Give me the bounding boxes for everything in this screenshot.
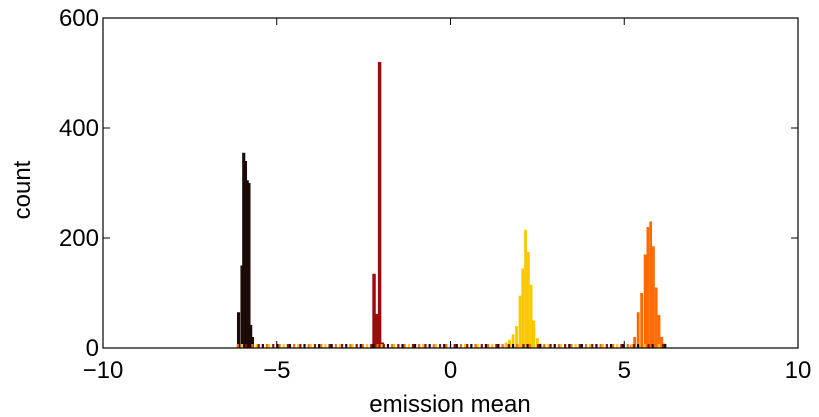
histogram-bar [236, 312, 241, 348]
histogram-bar [250, 337, 254, 348]
histogram-bar [636, 312, 640, 348]
histogram-bar [508, 339, 511, 348]
y-axis-ticks: 0 200 400 600 [59, 5, 798, 362]
histogram-bar [243, 161, 248, 348]
x-tick-label: 10 [785, 357, 812, 384]
x-axis-label: emission mean [369, 391, 530, 417]
y-tick-label: 0 [86, 335, 99, 362]
y-tick-label: 600 [59, 5, 99, 32]
y-axis-label: count [9, 160, 36, 219]
histogram-bar [532, 320, 536, 348]
histogram-bar [521, 268, 525, 348]
y-tick-label: 400 [59, 115, 99, 142]
y-tick-label: 200 [59, 225, 99, 252]
histogram-bar [654, 287, 658, 348]
x-tick-label: 0 [444, 357, 457, 384]
x-axis-ticks: −10 −5 0 5 10 [83, 18, 812, 384]
histogram-bar [511, 334, 515, 348]
histogram-bar [375, 313, 379, 348]
x-tick-label: −5 [263, 357, 290, 384]
histogram-bar [526, 251, 530, 348]
histogram-bar [242, 152, 246, 348]
histogram-bar [518, 295, 522, 348]
histogram-bar [240, 265, 244, 348]
histogram-bar [643, 254, 647, 348]
plot-background [103, 18, 798, 348]
histogram-bar [633, 337, 637, 348]
histogram-bar [652, 246, 655, 348]
histogram-bar [515, 326, 518, 348]
histogram-bar [649, 221, 653, 348]
histogram-bar [247, 183, 251, 348]
histogram-bar [249, 324, 253, 348]
histogram-bar [657, 315, 661, 348]
x-tick-label: 5 [618, 357, 631, 384]
histogram-bar [377, 62, 382, 348]
histogram-bar [529, 284, 533, 348]
histogram-bar [535, 338, 539, 348]
x-tick-label: −10 [83, 357, 124, 384]
histogram-bar [660, 337, 664, 348]
histogram-bar [640, 293, 644, 348]
histogram-bar [245, 180, 249, 348]
histogram-bar [372, 273, 376, 348]
histogram-bar [646, 227, 650, 348]
histogram-bar [524, 229, 527, 348]
